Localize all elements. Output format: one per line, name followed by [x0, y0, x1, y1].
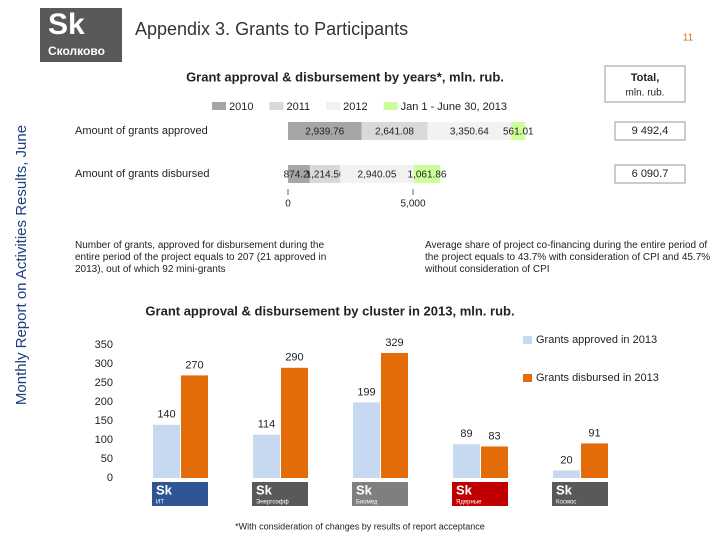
data-label: 1,214.56 — [306, 170, 345, 181]
legend-label: Grants approved in 2013 — [536, 334, 657, 346]
y-tick-label: 50 — [101, 453, 113, 465]
note: Number of grants, approved for disbursem… — [75, 240, 327, 275]
y-tick-label: 0 — [107, 472, 113, 484]
data-label: 2,939.76 — [305, 127, 344, 138]
bar — [153, 424, 180, 478]
bar — [281, 367, 308, 478]
legend-swatch — [523, 336, 532, 344]
category-label: ИТ — [156, 500, 164, 506]
bar-segment — [309, 165, 341, 183]
bar — [181, 375, 208, 478]
data-label: 561.01 — [503, 127, 534, 138]
data-label: 89 — [460, 428, 472, 440]
totals-header: Total, — [631, 72, 660, 84]
y-tick-label: 250 — [95, 377, 113, 389]
legend-swatch — [212, 102, 226, 110]
side-title: Monthly Report on Activities Results, Ju… — [13, 125, 30, 405]
total-box — [614, 164, 686, 184]
category-logo — [452, 482, 508, 506]
x-tick-label: 5,000 — [400, 199, 425, 210]
data-label: 91 — [588, 427, 600, 439]
legend-label: 2011 — [286, 101, 310, 113]
category-logo-mark: Sk — [156, 482, 173, 497]
data-label: 20 — [560, 454, 572, 466]
data-label: 1,061.86 — [408, 170, 447, 181]
category-label: Энергоэфф — [256, 500, 289, 506]
y-tick-label: 350 — [95, 339, 113, 351]
logo-caption: Сколково — [48, 44, 105, 58]
data-label: 199 — [357, 386, 375, 398]
bar — [381, 352, 408, 478]
data-label: 270 — [185, 359, 203, 371]
bar-segment — [511, 122, 526, 140]
totals-header-box — [604, 65, 686, 103]
bar — [581, 443, 608, 478]
data-label: 2,641.08 — [375, 127, 414, 138]
footnote: *With consideration of changes by result… — [235, 521, 485, 531]
logo-box — [40, 8, 122, 62]
data-label: 290 — [285, 352, 303, 364]
y-tick-label: 150 — [95, 415, 113, 427]
data-label: 83 — [488, 430, 500, 442]
y-tick-label: 100 — [95, 434, 113, 446]
data-label: 2,940.05 — [358, 170, 397, 181]
category-logo-mark: Sk — [256, 482, 273, 497]
category-label: Amount of grants approved — [75, 125, 208, 137]
category-label: Ядерные — [456, 500, 482, 506]
category-logo — [552, 482, 608, 506]
total-value: 6 090.7 — [632, 168, 669, 180]
data-label: 3,350.64 — [450, 127, 489, 138]
total-box — [614, 121, 686, 141]
y-tick-label: 200 — [95, 396, 113, 408]
category-logo-mark: Sk — [556, 482, 573, 497]
data-label: 874.26 — [284, 170, 315, 181]
category-logo-mark: Sk — [356, 482, 373, 497]
logo: Sk — [48, 8, 85, 41]
legend-swatch — [326, 102, 341, 110]
category-logo — [252, 482, 308, 506]
bar-segment — [361, 122, 428, 140]
title: Appendix 3. Grants to Participants — [135, 19, 408, 39]
bar — [553, 470, 580, 478]
bar-segment — [340, 165, 414, 183]
legend-label: Jan 1 - June 30, 2013 — [401, 101, 507, 113]
y-tick-label: 300 — [95, 358, 113, 370]
legend-swatch — [383, 102, 398, 110]
category-label: Космос — [556, 500, 576, 506]
category-logo — [152, 482, 208, 506]
category-logo — [352, 482, 408, 506]
category-logo-mark: Sk — [456, 482, 473, 497]
bar-segment — [427, 122, 512, 140]
category-label: Биомед — [356, 500, 378, 506]
data-label: 114 — [258, 419, 276, 431]
legend-swatch — [523, 374, 532, 382]
bar — [453, 444, 480, 478]
bar — [481, 446, 508, 478]
data-label: 140 — [157, 409, 175, 421]
legend-label: Grants disbursed in 2013 — [536, 372, 659, 384]
chart-title: Grant approval & disbursement by years*,… — [186, 69, 504, 84]
legend-label: 2012 — [343, 101, 367, 113]
total-value: 9 492,4 — [632, 125, 669, 137]
x-tick-label: 0 — [285, 199, 291, 210]
note: Average share of project co-financing du… — [425, 240, 711, 275]
totals-unit: mln. rub. — [626, 88, 665, 99]
legend-swatch — [269, 102, 284, 110]
page-number: 11 — [683, 33, 694, 44]
category-label: Amount of grants disbursed — [75, 168, 210, 180]
bar-segment — [288, 122, 362, 140]
bar-segment — [288, 165, 310, 183]
bar — [253, 434, 280, 478]
bar — [353, 402, 380, 478]
chart-title: Grant approval & disbursement by cluster… — [145, 303, 514, 318]
legend-label: 2010 — [229, 101, 253, 113]
bar-segment — [413, 165, 441, 183]
data-label: 329 — [385, 337, 403, 349]
